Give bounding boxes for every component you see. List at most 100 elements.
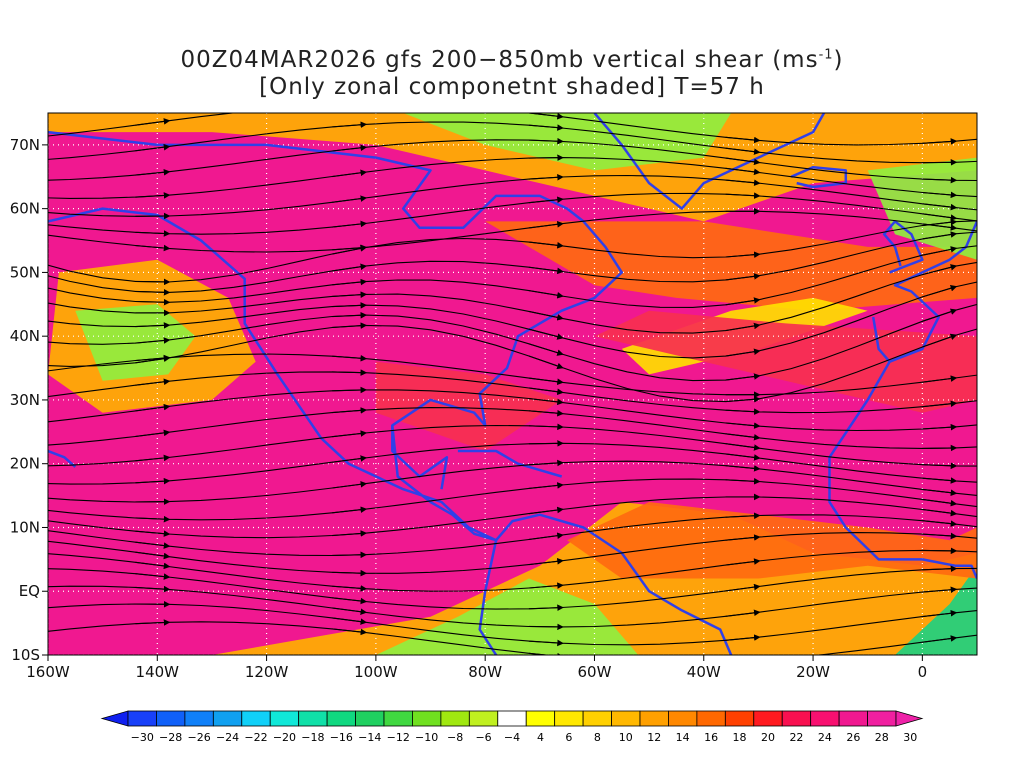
colorbar-label: 10 bbox=[619, 731, 633, 744]
streamline-arrow bbox=[528, 582, 564, 589]
streamline-arrow bbox=[332, 455, 368, 463]
colorbar-label: −26 bbox=[188, 731, 211, 744]
lat-tick-label: 70N bbox=[10, 136, 40, 154]
graticule bbox=[48, 113, 977, 655]
streamline bbox=[48, 621, 977, 655]
streamline-arrow bbox=[528, 196, 564, 204]
colorbar-label: −8 bbox=[447, 731, 463, 744]
streamline-arrow bbox=[332, 104, 365, 105]
streamline bbox=[48, 245, 977, 308]
streamline-arrow bbox=[332, 263, 368, 272]
colorbar-label: 8 bbox=[594, 731, 601, 744]
colorbar-label: 28 bbox=[875, 731, 889, 744]
streamline-arrow bbox=[922, 423, 958, 431]
streamline-arrow bbox=[922, 508, 958, 517]
colorbar-label: −16 bbox=[330, 731, 353, 744]
mid-shear-atl bbox=[485, 221, 977, 311]
streamline-arrow bbox=[922, 462, 958, 470]
streamline-arrow bbox=[135, 530, 171, 537]
streamline-arrow bbox=[528, 423, 564, 431]
streamline bbox=[48, 585, 977, 628]
streamline-arrow bbox=[922, 308, 958, 322]
streamline-arrow bbox=[332, 195, 368, 203]
streamline-arrow bbox=[922, 635, 958, 643]
europe-coast bbox=[871, 220, 977, 363]
colorbar-swatch bbox=[639, 710, 669, 727]
streamline-arrow bbox=[922, 375, 958, 383]
colorbar-label: 20 bbox=[761, 731, 775, 744]
latitude-axis: 70N 60N 50N 40N 30N 20N 10N EQ 10S bbox=[10, 136, 48, 664]
colorbar-label: −20 bbox=[273, 731, 296, 744]
colorbar-label: −6 bbox=[475, 731, 491, 744]
streamline-arrow bbox=[922, 488, 958, 496]
streamline-arrow bbox=[725, 192, 761, 199]
streamline bbox=[48, 139, 977, 182]
streamline-arrow bbox=[332, 291, 368, 298]
streamline-arrow bbox=[332, 407, 368, 414]
streamline-arrow bbox=[528, 459, 564, 467]
weak-shear-north bbox=[48, 113, 977, 222]
colorbar-swatch bbox=[156, 710, 186, 727]
colorbar-swatch bbox=[582, 710, 612, 727]
streamline bbox=[48, 174, 977, 217]
longitude-axis: 160W 140W 120W 100W 80W 60W 40W 20W 0 bbox=[26, 655, 927, 681]
colorbar: −30 −28 −26 −24 −22 −20 −18 −16 −14 −12 −10 −8 −6 −4 4… bbox=[100, 710, 924, 744]
lat-tick-label: 40N bbox=[10, 327, 40, 345]
colorbar-label: −18 bbox=[301, 731, 324, 744]
colorbar-label: 22 bbox=[789, 731, 803, 744]
streamline bbox=[48, 603, 977, 646]
streamline-arrow bbox=[528, 124, 564, 131]
streamline-arrow bbox=[922, 477, 958, 484]
colorbar-swatch bbox=[355, 710, 385, 727]
streamline-arrow bbox=[135, 118, 171, 126]
streamline-arrow bbox=[725, 408, 761, 415]
streamline-arrow bbox=[922, 532, 958, 540]
streamline bbox=[48, 113, 977, 146]
colorbar-swatch bbox=[810, 710, 840, 727]
streamline-arrow bbox=[332, 312, 368, 319]
streamline-arrow bbox=[135, 298, 171, 306]
streamline-arrow bbox=[725, 179, 761, 187]
colorbar-swatch bbox=[383, 710, 413, 727]
streamline-arrow bbox=[528, 113, 564, 120]
streamline-arrow bbox=[332, 617, 368, 625]
streamline bbox=[48, 442, 977, 485]
streamline-arrow bbox=[528, 639, 564, 647]
streamline-arrow bbox=[332, 322, 368, 329]
streamline-arrow bbox=[528, 532, 564, 541]
streamline-arrow bbox=[922, 498, 958, 507]
streamline-arrow bbox=[725, 373, 761, 381]
streamline-arrow bbox=[332, 607, 368, 615]
greenland-coast bbox=[593, 113, 826, 210]
streamline-arrow bbox=[528, 387, 564, 396]
streamline-arrow bbox=[332, 530, 368, 537]
streamline bbox=[48, 231, 977, 293]
colorbar-swatch bbox=[184, 710, 214, 727]
lon-tick-label: 120W bbox=[245, 663, 289, 681]
colorbar-label: 26 bbox=[846, 731, 860, 744]
streamline-arrow bbox=[135, 322, 171, 329]
lon-tick-label: 20W bbox=[796, 663, 830, 681]
streamline-arrow bbox=[135, 378, 171, 386]
streamline-arrow bbox=[528, 266, 564, 275]
colorbar-swatch bbox=[440, 710, 470, 727]
colorbar-swatch bbox=[696, 710, 726, 727]
colorbar-swatch bbox=[838, 710, 868, 727]
colorbar-swatch bbox=[412, 710, 442, 727]
title-line1-suffix: ) bbox=[833, 47, 844, 73]
lon-tick-label: 100W bbox=[354, 663, 398, 681]
map-frame bbox=[47, 112, 978, 656]
colorbar-label: −10 bbox=[415, 731, 438, 744]
streamline-arrow bbox=[922, 246, 958, 256]
colorbar-swatch bbox=[753, 710, 783, 727]
streamline-arrow bbox=[922, 191, 958, 199]
easterly-africa bbox=[895, 565, 977, 655]
streamline-arrow bbox=[528, 328, 564, 340]
streamline bbox=[48, 210, 977, 253]
streamline-arrow bbox=[528, 604, 564, 612]
streamline-arrow bbox=[725, 609, 761, 617]
streamline-arrow bbox=[332, 481, 368, 489]
streamline-arrow bbox=[528, 137, 564, 145]
colorbar-label: 6 bbox=[565, 731, 572, 744]
colorbar-label: −4 bbox=[504, 731, 520, 744]
